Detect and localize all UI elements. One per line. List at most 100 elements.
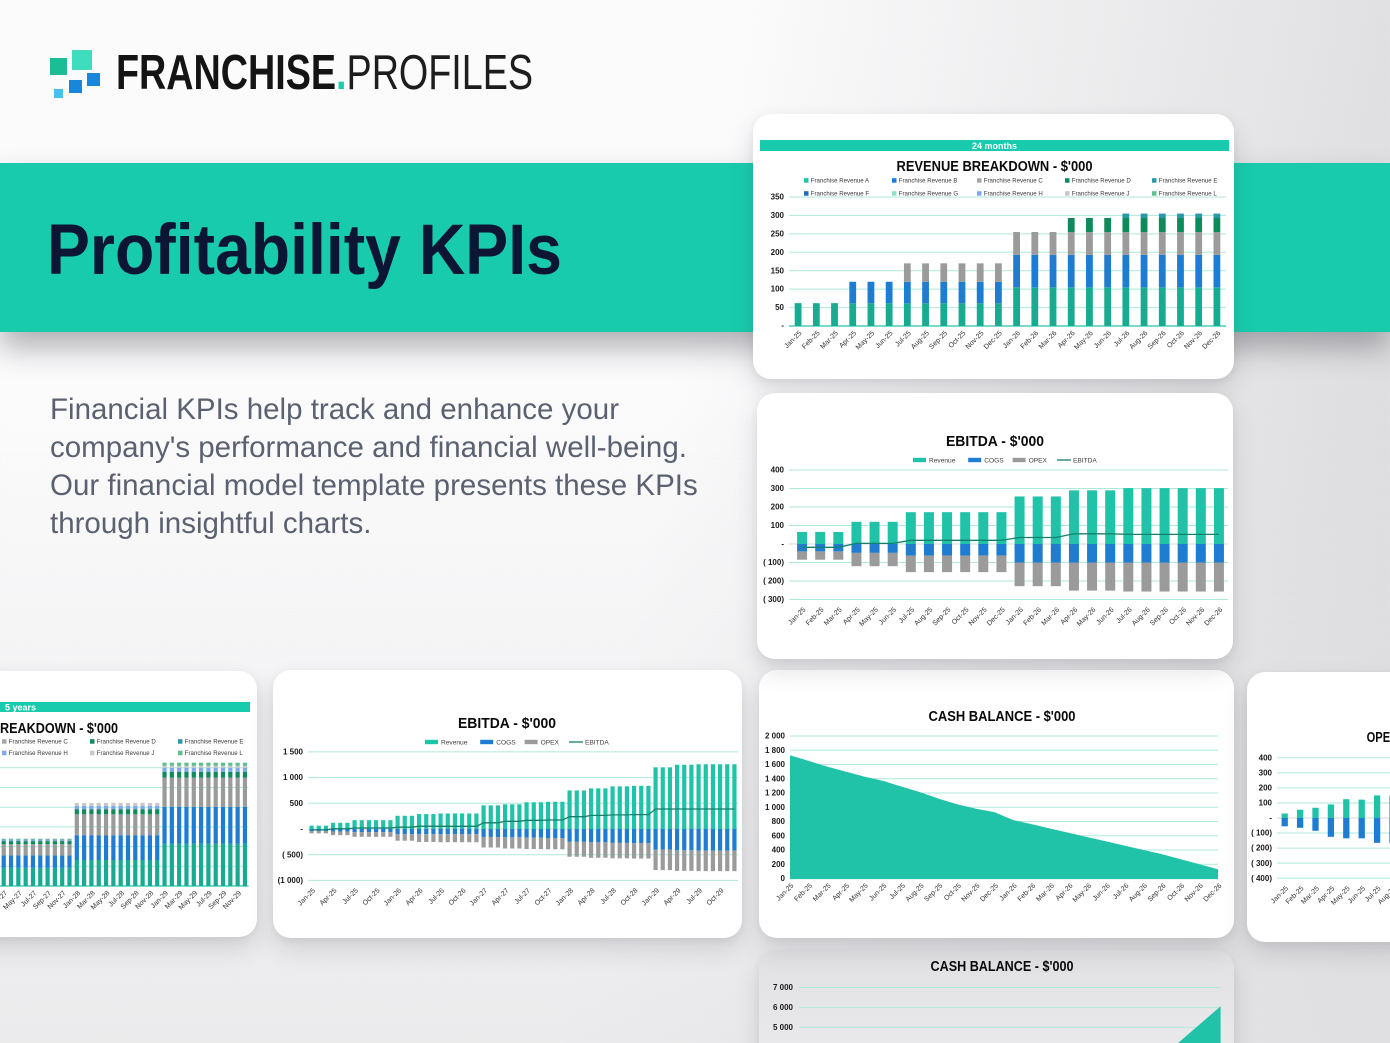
svg-text:Franchise Revenue H: Franchise Revenue H [9, 750, 68, 757]
svg-text:Jan-25: Jan-25 [787, 606, 807, 626]
svg-text:6 000: 6 000 [773, 1003, 794, 1012]
svg-text:Oct-28: Oct-28 [620, 887, 640, 907]
svg-text:Mar-26: Mar-26 [1038, 330, 1059, 351]
svg-text:Dec-25: Dec-25 [983, 330, 1004, 351]
svg-text:Oct-27: Oct-27 [534, 887, 554, 907]
svg-text:Jan-25: Jan-25 [783, 330, 803, 350]
svg-text:Dec-26: Dec-26 [1203, 606, 1224, 627]
svg-text:Mar-26: Mar-26 [1035, 882, 1056, 903]
svg-text:Revenue: Revenue [929, 457, 956, 464]
svg-text:Aug-26: Aug-26 [1128, 882, 1149, 903]
svg-text:Franchise Revenue C: Franchise Revenue C [984, 178, 1044, 185]
svg-text:-: - [781, 321, 784, 330]
svg-text:24 months: 24 months [972, 141, 1017, 151]
svg-text:Franchise Revenue B: Franchise Revenue B [899, 178, 958, 185]
svg-text:Oct-25: Oct-25 [943, 882, 963, 902]
svg-text:Mar-25: Mar-25 [823, 606, 844, 627]
svg-text:May-26: May-26 [1076, 606, 1098, 628]
svg-text:Nov-26: Nov-26 [1185, 606, 1206, 627]
svg-text:Franchise Revenue A: Franchise Revenue A [811, 178, 870, 185]
svg-text:Sep-26: Sep-26 [1149, 606, 1170, 627]
svg-text:Revenue: Revenue [441, 739, 468, 746]
svg-text:100: 100 [771, 285, 785, 294]
svg-text:Jul-27: Jul-27 [514, 887, 533, 906]
svg-text:200: 200 [771, 248, 785, 257]
svg-text:( 100): ( 100) [1251, 829, 1272, 838]
svg-text:Jul-25: Jul-25 [342, 887, 361, 906]
svg-text:Aug-25: Aug-25 [905, 882, 926, 903]
svg-text:7 000: 7 000 [773, 983, 794, 992]
svg-text:200: 200 [1259, 784, 1273, 793]
svg-text:1 400: 1 400 [765, 774, 786, 783]
svg-text:-: - [781, 540, 784, 549]
svg-text:( 100): ( 100) [763, 558, 784, 567]
svg-text:50: 50 [775, 303, 784, 312]
svg-text:Dec-26: Dec-26 [1202, 882, 1223, 903]
svg-text:OPERATING EXPENSES BREAKDOWN -: OPERATING EXPENSES BREAKDOWN - $'000 [1367, 730, 1390, 746]
svg-text:REVENUE BREAKDOWN - $'000: REVENUE BREAKDOWN - $'000 [0, 721, 118, 737]
svg-text:Oct-26: Oct-26 [1166, 882, 1186, 902]
svg-text:Mar-26: Mar-26 [1041, 606, 1062, 627]
svg-text:Oct-25: Oct-25 [362, 887, 382, 907]
svg-text:(1 000): (1 000) [278, 876, 304, 885]
svg-text:Apr-25: Apr-25 [319, 887, 339, 907]
svg-text:EBITDA - $'000: EBITDA - $'000 [458, 716, 556, 732]
svg-text:800: 800 [772, 817, 786, 826]
svg-text:1 800: 1 800 [765, 746, 786, 755]
svg-text:Franchise Revenue C: Franchise Revenue C [9, 739, 69, 746]
svg-text:OPEX: OPEX [1029, 457, 1048, 464]
svg-text:EBITDA - $'000: EBITDA - $'000 [946, 434, 1044, 450]
svg-text:Dec-25: Dec-25 [979, 882, 1000, 903]
svg-text:Jan-26: Jan-26 [383, 887, 403, 907]
svg-text:Jun-26: Jun-26 [1092, 882, 1112, 902]
svg-text:400: 400 [772, 846, 786, 855]
svg-text:May-26: May-26 [1073, 330, 1095, 352]
svg-text:300: 300 [771, 484, 785, 493]
svg-text:Sep-25: Sep-25 [923, 882, 944, 903]
svg-text:200: 200 [772, 860, 786, 869]
svg-text:OPEX: OPEX [541, 739, 560, 746]
svg-text:REVENUE BREAKDOWN - $'000: REVENUE BREAKDOWN - $'000 [897, 159, 1093, 175]
svg-text:Franchise Revenue J: Franchise Revenue J [97, 750, 155, 757]
svg-text:Jul-28: Jul-28 [600, 887, 619, 906]
svg-text:2 000: 2 000 [765, 732, 786, 741]
svg-text:1 000: 1 000 [765, 803, 786, 812]
svg-text:300: 300 [1259, 768, 1273, 777]
svg-text:Dec-26: Dec-26 [1201, 330, 1222, 351]
svg-text:400: 400 [1259, 753, 1273, 762]
svg-text:Jan-26: Jan-26 [1005, 606, 1025, 626]
svg-text:( 200): ( 200) [1251, 844, 1272, 853]
svg-text:5 000: 5 000 [773, 1023, 794, 1032]
svg-text:Apr-29: Apr-29 [663, 887, 683, 907]
svg-text:Jan-26: Jan-26 [1002, 330, 1022, 350]
svg-text:5 years: 5 years [5, 702, 36, 712]
svg-text:Jun-26: Jun-26 [1096, 606, 1116, 626]
svg-text:Feb-26: Feb-26 [1017, 882, 1038, 903]
svg-text:0: 0 [781, 874, 786, 883]
svg-text:Feb-26: Feb-26 [1022, 606, 1043, 627]
svg-text:Apr-27: Apr-27 [491, 887, 511, 907]
svg-text:Jun-26: Jun-26 [1093, 330, 1113, 350]
svg-text:Mar-25: Mar-25 [819, 330, 840, 351]
svg-text:COGS: COGS [984, 457, 1004, 464]
svg-text:150: 150 [771, 266, 785, 275]
svg-text:( 400): ( 400) [1251, 874, 1272, 883]
svg-text:Jan-28: Jan-28 [555, 887, 575, 907]
svg-text:May-25: May-25 [859, 606, 881, 628]
svg-text:Nov-25: Nov-25 [961, 882, 982, 903]
svg-text:Jun-25: Jun-25 [878, 606, 898, 626]
svg-text:Franchise Revenue L: Franchise Revenue L [185, 750, 244, 757]
svg-text:Franchise Revenue D: Franchise Revenue D [1072, 178, 1132, 185]
svg-text:250: 250 [771, 229, 785, 238]
svg-text:Franchise Revenue G: Franchise Revenue G [899, 191, 959, 198]
svg-text:Franchise Revenue D: Franchise Revenue D [97, 739, 157, 746]
svg-text:Mar-25: Mar-25 [812, 882, 833, 903]
svg-text:Oct-26: Oct-26 [448, 887, 468, 907]
svg-text:( 200): ( 200) [763, 577, 784, 586]
svg-text:May-26: May-26 [1072, 882, 1094, 904]
svg-text:Sep-25: Sep-25 [932, 606, 953, 627]
svg-text:EBITDA: EBITDA [1073, 457, 1097, 464]
svg-text:Sep-25: Sep-25 [928, 330, 949, 351]
svg-text:Oct-29: Oct-29 [706, 887, 726, 907]
svg-text:Jan-27: Jan-27 [469, 887, 489, 907]
